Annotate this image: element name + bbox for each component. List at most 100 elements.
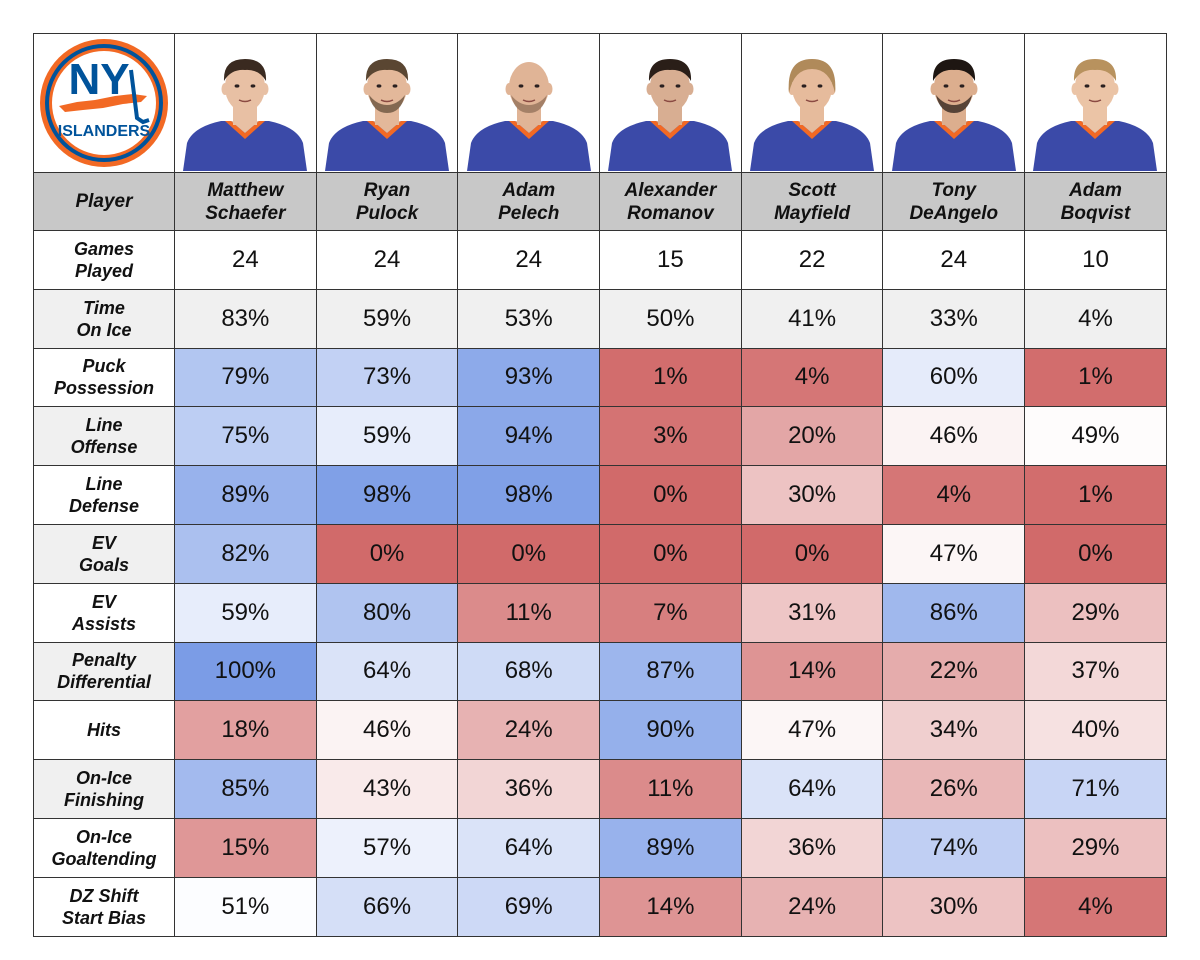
- metric-value-cell: 59%: [315, 406, 459, 467]
- metric-row: Time On Ice 83% 59% 53% 50% 41% 33% 4%: [33, 288, 1167, 349]
- metric-value-cell: 34%: [882, 700, 1026, 761]
- metric-row: On-Ice Finishing 85% 43% 36% 11% 64% 26% 71%: [33, 759, 1167, 819]
- metric-value-cell: 7%: [599, 582, 742, 643]
- metric-label-line-1: Penalty: [71, 650, 137, 671]
- metric-value-cell: 24: [174, 230, 317, 290]
- player-name-cell: Matthew Schaefer: [174, 172, 317, 231]
- metric-value-cell: 90%: [599, 700, 742, 761]
- metric-label-line-2: On Ice: [76, 319, 132, 340]
- metric-label-line-2: Assists: [71, 613, 137, 634]
- metric-value-cell: 69%: [457, 876, 601, 937]
- metric-value-cell: 18%: [174, 700, 317, 761]
- player-photo-cell: [882, 33, 1026, 173]
- metric-label-line-1: DZ Shift: [69, 885, 139, 906]
- player-last-name: Boqvist: [1060, 202, 1131, 224]
- metric-value-cell: 82%: [174, 523, 317, 584]
- metric-value-cell: 59%: [315, 288, 459, 349]
- player-name-cell: Tony DeAngelo: [882, 172, 1026, 231]
- metric-label-line-1: On-Ice: [75, 768, 132, 789]
- metric-value-cell: 41%: [740, 288, 884, 349]
- metric-value-cell: 14%: [740, 641, 884, 702]
- photo-row: NY ISLANDERS: [33, 33, 1167, 173]
- metric-label-line-2: Finishing: [64, 790, 144, 811]
- metric-value-cell: 50%: [599, 288, 742, 349]
- metric-row: Games Played 24 24 24 15 22 24 10: [33, 230, 1167, 290]
- metric-value-cell: 22: [740, 230, 884, 290]
- player-photo-cell: [315, 33, 459, 173]
- metric-label-line-1: Games: [73, 238, 135, 259]
- metric-value-cell: 4%: [1024, 288, 1167, 349]
- metric-value-cell: 11%: [457, 582, 601, 643]
- metric-value-cell: 0%: [740, 523, 884, 584]
- metric-value-cell: 24: [882, 230, 1026, 290]
- metric-value-cell: 64%: [740, 759, 884, 819]
- player-headshot-image: [891, 59, 1016, 171]
- metric-label: Penalty Differential: [33, 641, 175, 702]
- player-last-name: Schaefer: [205, 202, 286, 224]
- player-headshot-image: [608, 59, 733, 171]
- metric-value-cell: 57%: [315, 817, 459, 878]
- metric-value-cell: 46%: [882, 406, 1026, 467]
- metric-label-line-1: Puck: [82, 356, 126, 377]
- metric-value-cell: 33%: [882, 288, 1026, 349]
- metric-label: Games Played: [33, 230, 175, 290]
- metric-value-cell: 1%: [599, 347, 742, 408]
- metric-value-cell: 87%: [599, 641, 742, 702]
- metric-value-cell: 71%: [1024, 759, 1167, 819]
- metric-value-cell: 98%: [457, 465, 601, 525]
- player-headshot-image: [1033, 59, 1158, 171]
- metric-value-cell: 11%: [599, 759, 742, 819]
- player-first-name: Adam: [502, 179, 556, 201]
- player-last-name: Romanov: [627, 202, 714, 224]
- metric-value-cell: 24: [457, 230, 601, 290]
- metric-value-cell: 1%: [1024, 465, 1167, 525]
- player-name-cell: Adam Boqvist: [1024, 172, 1167, 231]
- metric-label-line-2: Possession: [53, 378, 155, 399]
- player-name-row: Player Matthew Schaefer Ryan Pulock Adam Pelec…: [33, 172, 1167, 231]
- metric-label-line-2: Start Bias: [61, 907, 147, 928]
- metric-value-cell: 24%: [457, 700, 601, 761]
- metric-label-line-1: Time: [83, 297, 125, 318]
- metric-value-cell: 93%: [457, 347, 601, 408]
- metric-label-line-2: Offense: [70, 437, 138, 458]
- metric-label-line-1: Line: [85, 474, 123, 495]
- player-photo-cell: [740, 33, 884, 173]
- metric-value-cell: 94%: [457, 406, 601, 467]
- metric-row: Puck Possession 79% 73% 93% 1% 4% 60% 1%: [33, 347, 1167, 408]
- metric-label-line-1: EV: [91, 591, 116, 612]
- player-photo-cell: [1024, 33, 1167, 173]
- logo-islanders-text: ISLANDERS: [58, 123, 151, 140]
- metric-value-cell: 79%: [174, 347, 317, 408]
- metric-value-cell: 43%: [315, 759, 459, 819]
- player-last-name: Mayfield: [774, 202, 851, 224]
- metric-value-cell: 64%: [315, 641, 459, 702]
- player-photo-cell: [599, 33, 742, 173]
- metric-value-cell: 47%: [740, 700, 884, 761]
- metric-value-cell: 75%: [174, 406, 317, 467]
- metric-value-cell: 100%: [174, 641, 317, 702]
- metric-value-cell: 0%: [1024, 523, 1167, 584]
- player-last-name: Pelech: [498, 202, 560, 224]
- metric-value-cell: 98%: [315, 465, 459, 525]
- metric-value-cell: 0%: [457, 523, 601, 584]
- metric-value-cell: 86%: [882, 582, 1026, 643]
- player-first-name: Adam: [1069, 179, 1122, 201]
- metric-row: EV Goals 82% 0% 0% 0% 0% 47% 0%: [33, 523, 1167, 584]
- metric-row: EV Assists 59% 80% 11% 7% 31% 86% 29%: [33, 582, 1167, 643]
- metric-value-cell: 29%: [1024, 817, 1167, 878]
- metric-value-cell: 0%: [599, 523, 742, 584]
- metric-value-cell: 53%: [457, 288, 601, 349]
- metric-value-cell: 4%: [882, 465, 1026, 525]
- metric-row: On-Ice Goaltending 15% 57% 64% 89% 36% 74% 29%: [33, 817, 1167, 878]
- player-last-name: Pulock: [355, 202, 419, 224]
- metric-value-cell: 73%: [315, 347, 459, 408]
- metric-value-cell: 74%: [882, 817, 1026, 878]
- player-headshot-image: [466, 62, 591, 171]
- metric-label-line-2: Goaltending: [51, 848, 157, 869]
- metric-value-cell: 15%: [174, 817, 317, 878]
- metric-label-line-1: Hits: [86, 720, 121, 741]
- player-photo-cell: [457, 33, 601, 173]
- metric-value-cell: 15: [599, 230, 742, 290]
- metric-value-cell: 83%: [174, 288, 317, 349]
